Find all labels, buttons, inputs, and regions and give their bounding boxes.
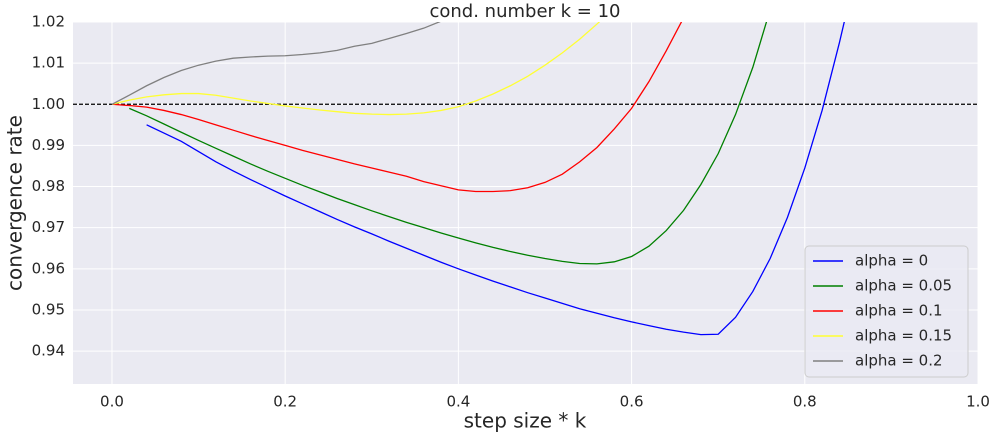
- x-tick-label: 1.0: [966, 393, 990, 411]
- series-line: [111, 22, 441, 105]
- legend-label: alpha = 0.2: [855, 352, 943, 370]
- legend-label: alpha = 0: [855, 252, 928, 270]
- chart-title: cond. number k = 10: [429, 1, 620, 22]
- x-tick-label: 0.2: [273, 393, 297, 411]
- legend: alpha = 0 alpha = 0.05 alpha = 0.1 alpha = …: [804, 245, 969, 378]
- y-tick-label: 0.96: [32, 259, 65, 277]
- y-tick-label: 1.02: [32, 13, 65, 31]
- y-tick-label: 0.97: [32, 218, 65, 236]
- y-tick-label: 0.94: [32, 342, 65, 360]
- y-tick-label: 1.01: [32, 54, 65, 72]
- legend-label: alpha = 0.15: [855, 327, 952, 345]
- y-tick-label: 0.98: [32, 177, 65, 195]
- x-tick-label: 0.0: [100, 393, 124, 411]
- x-axis-label: step size * k: [464, 409, 587, 433]
- legend-box: [804, 245, 969, 378]
- series-line: [146, 22, 845, 336]
- legend-label: alpha = 0.05: [855, 277, 952, 295]
- x-tick-label: 0.4: [446, 393, 470, 411]
- legend-label: alpha = 0.1: [855, 302, 943, 320]
- y-axis-label: convergence rate: [3, 115, 27, 291]
- grid: [73, 21, 979, 384]
- x-tick-label: 0.6: [620, 393, 644, 411]
- x-tick-label: 0.8: [793, 393, 817, 411]
- lines: [73, 22, 978, 336]
- series-line: [111, 22, 601, 116]
- series-line: [129, 22, 768, 265]
- series-line: [111, 22, 683, 193]
- y-tick-label: 1.00: [32, 95, 65, 113]
- y-tick-label: 0.99: [32, 136, 65, 154]
- y-tick-label: 0.95: [32, 300, 65, 318]
